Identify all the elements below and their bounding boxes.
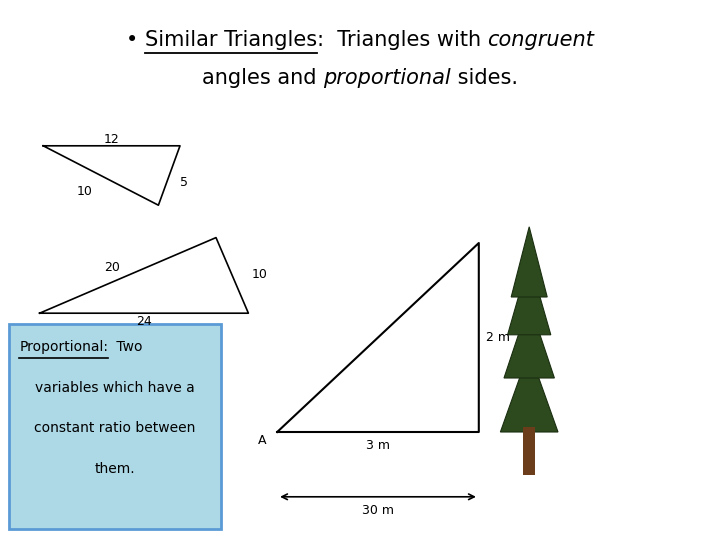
Text: •: • bbox=[126, 30, 145, 50]
Polygon shape bbox=[504, 302, 554, 378]
Text: 20: 20 bbox=[104, 261, 120, 274]
Polygon shape bbox=[511, 227, 547, 297]
Text: 3 m: 3 m bbox=[366, 439, 390, 452]
Text: them.: them. bbox=[94, 462, 135, 476]
Text: variables which have a: variables which have a bbox=[35, 381, 194, 395]
Text: constant ratio between: constant ratio between bbox=[34, 421, 196, 435]
Bar bbox=[523, 427, 535, 475]
Text: angles and: angles and bbox=[202, 68, 323, 87]
Text: 10: 10 bbox=[252, 268, 268, 281]
Text: :  Triangles with: : Triangles with bbox=[317, 30, 487, 50]
Text: A: A bbox=[258, 434, 266, 447]
Text: 10: 10 bbox=[77, 185, 93, 198]
Text: Proportional:: Proportional: bbox=[19, 340, 109, 354]
FancyBboxPatch shape bbox=[9, 324, 221, 529]
Text: 30 m: 30 m bbox=[362, 504, 394, 517]
Text: Two: Two bbox=[112, 340, 143, 354]
Text: Similar Triangles: Similar Triangles bbox=[145, 30, 317, 50]
Text: sides.: sides. bbox=[451, 68, 518, 87]
Text: 2 m: 2 m bbox=[486, 331, 510, 344]
Polygon shape bbox=[500, 351, 558, 432]
Text: 12: 12 bbox=[104, 133, 120, 146]
Text: 24: 24 bbox=[136, 315, 152, 328]
Polygon shape bbox=[508, 259, 551, 335]
Text: 5: 5 bbox=[180, 176, 188, 189]
Text: proportional: proportional bbox=[323, 68, 451, 87]
Text: congruent: congruent bbox=[487, 30, 594, 50]
